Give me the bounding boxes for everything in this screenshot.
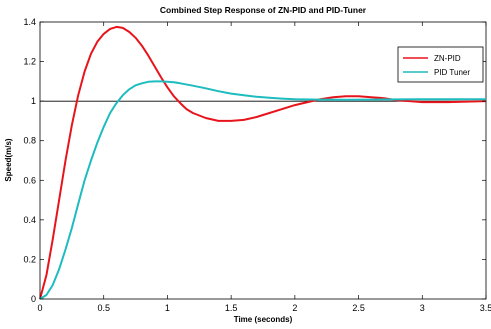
x-tick-label: 0.5	[97, 303, 110, 313]
x-tick-label: 2.5	[352, 303, 365, 313]
series-line-pid-tuner	[39, 80, 486, 300]
y-tick-label: 0.8	[23, 136, 36, 146]
x-tick-label: 2	[292, 303, 297, 313]
x-tick-label: 1.5	[225, 303, 238, 313]
legend-label-pid-tuner: PID Tuner	[434, 68, 470, 77]
legend-label-zn-pid: ZN-PID	[434, 54, 461, 63]
y-tick-label: 0.6	[23, 175, 36, 185]
y-tick-label: 0	[31, 294, 36, 304]
y-tick-label: 1.4	[23, 17, 36, 27]
y-tick-label: 0.2	[23, 254, 36, 264]
x-tick-label: 3.5	[480, 303, 491, 313]
series-line-zn-pid	[39, 25, 487, 300]
x-tick-label: 3	[420, 303, 425, 313]
x-tick-label: 1	[165, 303, 170, 313]
y-axis-label: Speed(m/s)	[4, 138, 13, 181]
chart-title: Combined Step Response of ZN-PID and PID…	[160, 5, 367, 15]
x-tick-label: 0	[37, 303, 42, 313]
series-layer	[39, 25, 487, 300]
legend-box	[397, 46, 484, 83]
y-tick-label: 1	[31, 96, 36, 106]
y-tick-label: 1.2	[23, 57, 36, 67]
ticks-layer: 0 0.5 1 1.5 2 2.5 3 3.5 0 0.2 0.4 0.6 0.8 1 1.2 1.4	[23, 17, 491, 313]
legend: ZN-PID PID Tuner	[397, 46, 484, 83]
y-tick-label: 0.4	[23, 215, 36, 225]
x-axis-label: Time (seconds)	[234, 315, 293, 324]
